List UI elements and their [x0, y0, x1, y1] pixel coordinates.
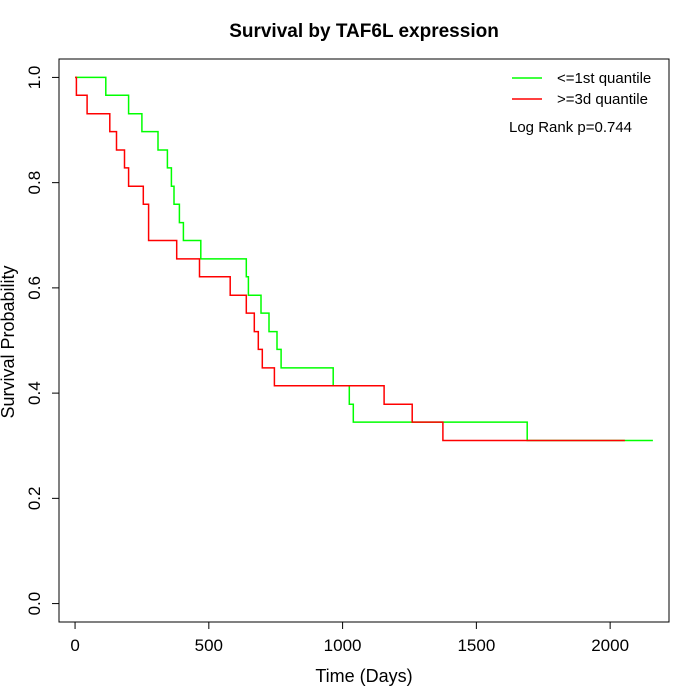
- x-axis: 0 500 1000 1500 2000: [70, 621, 629, 655]
- log-rank-annotation: Log Rank p=0.744: [509, 119, 632, 136]
- survival-curves: [75, 76, 653, 442]
- y-axis-label: Survival Probability: [0, 265, 18, 418]
- y-tick-label: 0.2: [25, 487, 44, 511]
- x-tick-label: 500: [195, 636, 223, 655]
- y-axis: 0.0 0.2 0.4 0.6 0.8 1.0: [25, 66, 60, 616]
- x-tick-label: 1000: [324, 636, 362, 655]
- y-tick-label: 0.6: [25, 276, 44, 300]
- x-tick-label: 1500: [457, 636, 495, 655]
- plot-frame: [58, 58, 670, 623]
- legend: <=1st quantile >=3d quantile: [512, 70, 651, 108]
- y-tick-label: 1.0: [25, 66, 44, 90]
- chart-title: Survival by TAF6L expression: [229, 21, 499, 42]
- legend-label: <=1st quantile: [557, 70, 651, 87]
- x-axis-label: Time (Days): [315, 666, 412, 686]
- y-tick-label: 0.0: [25, 592, 44, 616]
- x-tick-label: 2000: [591, 636, 629, 655]
- x-tick-label: 0: [70, 636, 79, 655]
- survival-curve-series-2: [75, 76, 625, 442]
- y-tick-label: 0.4: [25, 381, 44, 405]
- legend-label: >=3d quantile: [557, 91, 648, 108]
- y-tick-label: 0.8: [25, 171, 44, 195]
